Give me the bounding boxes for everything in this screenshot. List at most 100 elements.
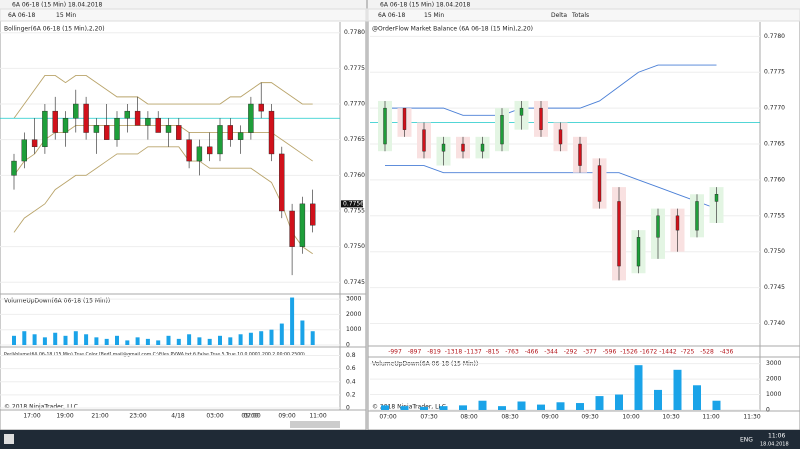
right-tool[interactable]: Delta (551, 12, 567, 19)
taskbar-date: 18.04.2018 (760, 442, 789, 448)
left-copyright: © 2018 NinjaTrader, LLC (4, 404, 78, 411)
candle-body (73, 103, 79, 119)
band-line (385, 165, 717, 210)
band-line (385, 64, 717, 116)
left-window-title: 6A 06-18 (15 Min) 18.04.2018 (12, 2, 102, 9)
volume-bar (94, 337, 99, 345)
x-tick-label: 23:00 (129, 413, 146, 420)
y-tick-label: 0.7745 (344, 279, 365, 286)
candle-body (617, 201, 621, 267)
left-scrollbar[interactable] (290, 421, 340, 428)
right-instrument[interactable]: 6A 06-18 (378, 12, 405, 19)
y-tick-label: 2000 (346, 311, 361, 318)
volume-bar (42, 337, 47, 345)
x-tick-label: 08:30 (501, 414, 518, 421)
candle-body (31, 139, 38, 148)
candle-body (52, 110, 58, 133)
x-tick-label: 10:30 (662, 414, 679, 421)
right-interval[interactable]: 15 Min (424, 12, 444, 19)
x-tick-label: 09:30 (581, 414, 598, 421)
x-tick-label: 09:00 (278, 413, 295, 420)
candle-body (268, 110, 275, 155)
y-tick-label: 0.7740 (764, 320, 785, 327)
candle-body (83, 103, 89, 133)
candle-body (93, 125, 100, 133)
left-instrument[interactable]: 6A 06-18 (8, 12, 35, 19)
last-price-label: 0.7756 (343, 200, 364, 207)
volume-bar (259, 331, 264, 345)
volume-bar (176, 338, 181, 345)
volume-bar (310, 331, 315, 345)
candle-body (165, 125, 172, 133)
volume-bar (615, 394, 623, 410)
volume-bar (248, 332, 253, 345)
y-tick-label: 1000 (346, 326, 361, 333)
delta-label: -815 (486, 349, 500, 356)
right-toolbar (367, 8, 800, 22)
volume-bar (517, 401, 526, 410)
y-tick-label: 0.7775 (344, 65, 365, 72)
volume-bar (673, 369, 682, 410)
candle-body (42, 110, 48, 148)
candle-body (186, 139, 192, 162)
taskbar-time: 11:06 (768, 433, 785, 440)
candle-body (124, 110, 131, 119)
right-tool[interactable]: Totals (571, 12, 589, 19)
left-interval[interactable]: 15 Min (56, 12, 76, 19)
candle-body (103, 125, 110, 140)
y-tick-label: 0.7755 (344, 207, 365, 214)
y-tick-label: 0.7760 (764, 176, 785, 183)
right-window (367, 0, 800, 431)
candle-body (539, 107, 543, 130)
delta-label: -997 (388, 349, 402, 356)
candle-body (21, 139, 27, 162)
delta-label: -596 (603, 349, 617, 356)
delta-label: -763 (505, 349, 519, 356)
y-tick-label: 0.7760 (344, 172, 365, 179)
candle-body (145, 118, 151, 126)
y-tick-label: 0.7765 (344, 136, 365, 143)
volume-bar (381, 405, 389, 410)
x-tick-label: 07:00 (243, 413, 260, 420)
volume-bar (556, 402, 565, 410)
volume-bar (53, 332, 58, 345)
delta-label: -1137 (464, 349, 482, 356)
x-tick-label: 03:00 (206, 413, 223, 420)
volume-bar (228, 337, 233, 345)
x-tick-label: 4/18 (171, 413, 185, 420)
x-tick-label: 11:00 (309, 413, 326, 420)
y-tick-label: 0.7770 (764, 105, 785, 112)
volume-bar (595, 396, 604, 410)
taskbar (0, 430, 800, 449)
y-tick-label: 2000 (766, 376, 781, 383)
delta-label: -819 (427, 349, 441, 356)
right-copyright: © 2018 NinjaTrader, LLC (372, 404, 446, 411)
band-line (13, 146, 313, 255)
candle-body (461, 143, 465, 152)
candle-body (636, 237, 641, 267)
candle-body (441, 143, 446, 152)
volume-bar (156, 340, 161, 345)
candle-body (597, 165, 602, 202)
candle-body (578, 143, 582, 166)
delta-label: -466 (525, 349, 539, 356)
candle-body (519, 107, 524, 116)
volume-bar (654, 389, 662, 410)
y-tick-label: 0 (346, 342, 350, 349)
y-tick-label: 0.8 (346, 352, 356, 359)
candle-body (279, 153, 285, 212)
x-tick-label: 17:00 (23, 413, 40, 420)
volume-bar (32, 334, 37, 345)
candle-body (675, 215, 680, 231)
volume-bar (693, 385, 701, 410)
volume-bar (279, 323, 284, 345)
candle-body (227, 125, 234, 140)
y-tick-label: 0.7780 (764, 33, 785, 40)
candle-body (134, 110, 141, 126)
candle-body (114, 118, 120, 140)
volume-bar (537, 404, 545, 410)
start-button[interactable] (4, 434, 14, 444)
candle-body (196, 146, 203, 162)
volume-bar (478, 400, 487, 410)
last-price-box (341, 200, 363, 208)
